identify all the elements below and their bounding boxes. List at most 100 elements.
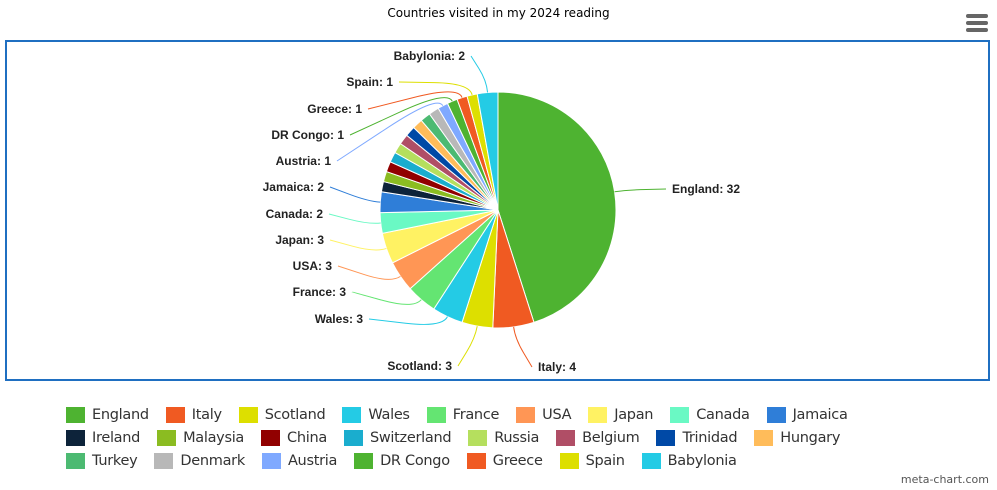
legend-swatch [516,406,536,423]
legend-row: Ireland Malaysia China Switzerland Russia Bel… [66,426,946,449]
legend-item[interactable]: France [426,406,499,423]
legend-item[interactable]: England [66,406,149,423]
legend-swatch [670,406,690,423]
legend-label: Canada [696,406,750,423]
data-label: Jamaica: 2 [263,180,325,194]
credit-link[interactable]: meta-chart.com [900,473,989,486]
legend-swatch [66,429,85,446]
connector-line [349,97,453,136]
legend-label: England [92,406,149,423]
legend-label: Malaysia [183,429,245,446]
legend-swatch [342,406,362,423]
data-label: Japan: 3 [275,233,324,247]
legend-item[interactable]: Spain [559,452,625,469]
connector-line [513,326,533,368]
connector-line [368,316,448,325]
connector-line [328,213,381,224]
legend-swatch [261,429,281,446]
legend-item[interactable]: China [261,429,327,446]
legend-item[interactable]: Turkey [66,452,138,469]
legend-item[interactable]: Ireland [66,429,141,446]
legend-item[interactable]: Russia [468,429,540,446]
legend-label: DR Congo [380,452,450,469]
legend-row: Turkey Denmark Austria DR Congo Greece Spain B… [66,449,946,472]
legend-swatch [754,429,774,446]
data-label: England: 32 [672,182,740,196]
legend-label: Turkey [92,452,138,469]
legend-swatch [766,406,786,423]
legend-item[interactable]: Jamaica [766,406,848,423]
legend-label: Japan [614,406,654,423]
legend-label: Babylonia [667,452,737,469]
legend-swatch [343,429,363,446]
connector-line [457,326,478,367]
legend-swatch [559,452,579,469]
legend-item[interactable]: Scotland [238,406,326,423]
connector-line [398,81,473,96]
legend-item[interactable]: Canada [670,406,750,423]
legend-label: Belgium [582,429,640,446]
connector-line [336,102,444,162]
legend-item[interactable]: Italy [165,406,222,423]
legend-label: China [287,429,327,446]
legend-item[interactable]: Denmark [154,452,245,469]
legend-label: Denmark [180,452,245,469]
connector-line [367,91,463,110]
legend-item[interactable]: Belgium [556,429,640,446]
legend-row: England Italy Scotland Wales France USA Japan C… [66,403,946,426]
hamburger-icon[interactable] [966,14,988,32]
connector-line [329,239,387,251]
legend-swatch [261,452,281,469]
data-label: Italy: 4 [538,360,576,374]
connector-line [470,55,489,93]
data-label: Scotland: 3 [387,359,452,373]
legend-item[interactable]: Malaysia [157,429,245,446]
pie-slice-england[interactable] [497,91,617,324]
connector-line [329,186,381,203]
legend-label: Wales [368,406,410,423]
legend-label: Scotland [264,406,326,423]
data-label: Greece: 1 [307,102,362,116]
legend-label: Italy [191,406,222,423]
legend-item[interactable]: Babylonia [641,452,737,469]
legend-swatch [157,429,177,446]
legend-item[interactable]: Trinidad [656,429,738,446]
pie-slice-babylonia[interactable] [476,91,499,211]
legend-swatch [468,429,488,446]
legend-swatch [66,406,85,423]
data-label: DR Congo: 1 [271,128,344,142]
legend-label: Ireland [92,429,141,446]
data-label: USA: 3 [293,259,333,273]
legend-label: Switzerland [369,429,452,446]
legend-item[interactable]: Greece [466,452,543,469]
legend-label: Russia [494,429,540,446]
connector-line [614,188,667,193]
legend-item[interactable]: Hungary [754,429,841,446]
legend-label: Jamaica [792,406,848,423]
legend-swatch [238,406,258,423]
legend-item[interactable]: Austria [261,452,338,469]
legend-swatch [165,406,185,423]
legend-item[interactable]: USA [516,406,572,423]
legend-swatch [354,452,374,469]
legend-label: Hungary [780,429,841,446]
legend-swatch [426,406,446,423]
data-label: Babylonia: 2 [394,49,466,63]
legend-swatch [556,429,576,446]
legend-label: Austria [287,452,338,469]
legend-swatch [641,452,661,469]
legend-label: USA [542,406,572,423]
legend-swatch [588,406,608,423]
legend-label: Spain [585,452,625,469]
data-label: Wales: 3 [315,312,364,326]
connector-line [337,265,401,280]
legend: England Italy Scotland Wales France USA Japan C… [66,403,946,472]
legend-item[interactable]: Wales [342,406,410,423]
data-label: France: 3 [293,285,347,299]
legend-swatch [154,452,174,469]
data-label: Canada: 2 [266,207,324,221]
legend-item[interactable]: Japan [588,406,654,423]
legend-item[interactable]: DR Congo [354,452,450,469]
legend-item[interactable]: Switzerland [343,429,452,446]
legend-swatch [66,452,85,469]
